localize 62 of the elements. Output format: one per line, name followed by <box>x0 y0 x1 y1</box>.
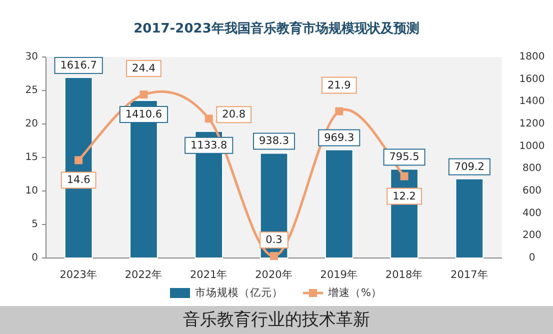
data-label: 12.2 <box>392 190 416 202</box>
y-tick-label: 30 <box>25 52 38 62</box>
bar <box>455 178 484 258</box>
data-label: 14.6 <box>60 172 96 189</box>
y2-tick-label: 800 <box>522 163 542 174</box>
x-tick-label: 2021年 <box>190 269 228 281</box>
data-label: 12.2 <box>386 188 422 205</box>
y-tick-label: 25 <box>25 85 38 96</box>
y2-tick-label: 200 <box>522 230 542 242</box>
data-label: 0.3 <box>260 232 288 248</box>
data-label: 24.4 <box>126 60 162 78</box>
x-tick-label: 2023年 <box>60 269 98 281</box>
x-tick-label: 2019年 <box>320 269 358 281</box>
data-label: 20.8 <box>222 108 246 121</box>
data-label: 1410.6 <box>125 108 162 120</box>
data-label: 21.9 <box>327 79 351 92</box>
point <box>140 90 148 99</box>
y2-tick-label: 1600 <box>519 74 545 85</box>
y2-tick-label: 400 <box>522 208 542 219</box>
data-label: 1133.8 <box>190 139 228 152</box>
data-label: 1133.8 <box>184 136 234 154</box>
y2-tick-label: 1200 <box>519 118 545 130</box>
data-label: 938.3 <box>258 135 290 148</box>
data-label: 20.8 <box>216 106 252 124</box>
y-tick-label: 20 <box>25 118 38 130</box>
y2-tick-label: 1400 <box>519 96 545 108</box>
point <box>270 252 278 260</box>
x-tick-label: 2018年 <box>385 269 424 281</box>
y-tick-label: 0 <box>32 252 38 264</box>
y2-tick-label: 0 <box>528 252 536 264</box>
data-label: 795.5 <box>389 151 420 164</box>
data-label: 938.3 <box>253 132 295 150</box>
data-label: 969.3 <box>324 132 354 144</box>
y-tick-label: 15 <box>25 152 38 163</box>
legend-label: 市场规模（亿元） <box>195 286 283 299</box>
data-label: 795.5 <box>383 148 426 166</box>
data-label: 969.3 <box>318 129 360 146</box>
x-tick-label: 2022年 <box>124 269 163 281</box>
x-tick-label: 2017年 <box>450 269 488 281</box>
data-label: 0.3 <box>266 234 282 246</box>
bar <box>324 149 354 258</box>
y2-tick-label: 1800 <box>519 52 545 62</box>
annotation: 音乐教育行业的技术革新 <box>0 306 553 334</box>
data-label: 24.4 <box>132 62 156 75</box>
legend-label: 增速（%） <box>327 286 382 299</box>
point <box>400 172 408 180</box>
point <box>204 114 213 123</box>
data-label: 709.2 <box>454 160 484 173</box>
y2-tick-label: 600 <box>522 186 542 196</box>
data-label: 1410.6 <box>119 106 168 123</box>
data-label: 1616.7 <box>60 59 97 72</box>
data-label: 1616.7 <box>54 56 103 74</box>
y-tick-label: 10 <box>25 186 38 196</box>
data-label: 14.6 <box>66 174 91 186</box>
data-label: 21.9 <box>321 76 357 94</box>
y-tick-label: 5 <box>32 219 38 230</box>
point <box>74 156 83 164</box>
data-label: 709.2 <box>448 158 490 176</box>
point <box>335 107 344 116</box>
y2-tick-label: 1000 <box>519 140 545 152</box>
x-tick-label: 2020年 <box>255 269 293 281</box>
chart-title: 2017-2023年我国音乐教育市场规模现状及预测 <box>134 20 420 36</box>
